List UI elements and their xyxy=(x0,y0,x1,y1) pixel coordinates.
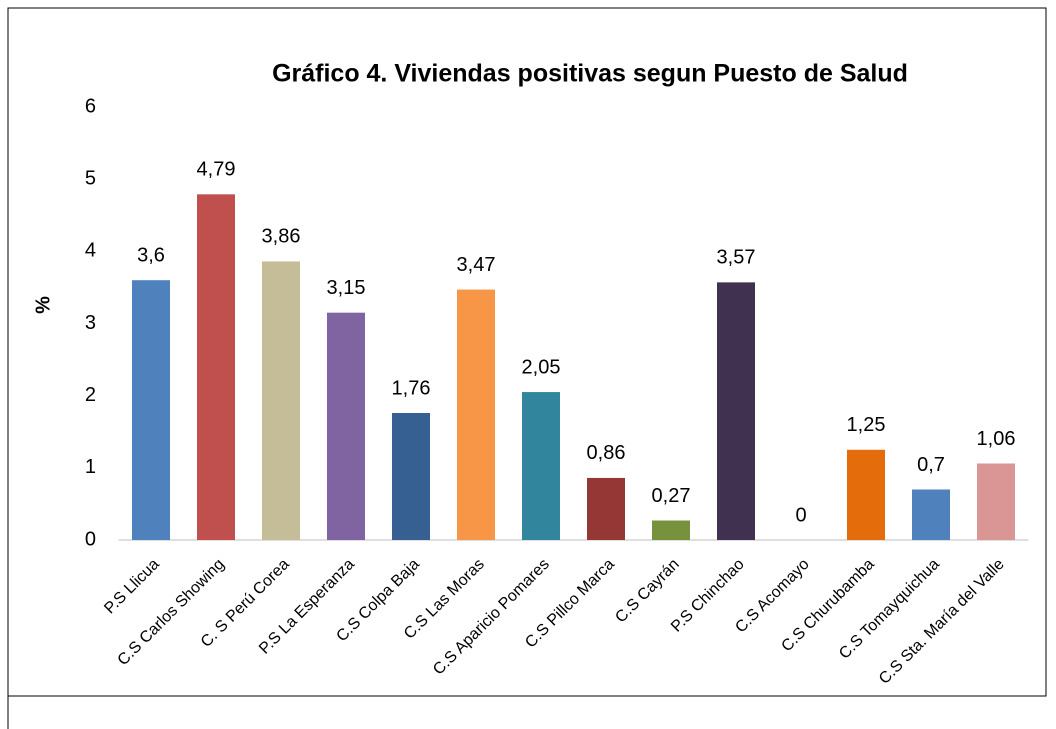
bar xyxy=(197,194,235,541)
y-tick-label: 5 xyxy=(85,167,96,189)
data-label: 1,25 xyxy=(847,414,886,436)
data-label: 0,86 xyxy=(587,442,626,464)
x-tick-label: C.S Aparicio Pomares xyxy=(430,556,553,679)
x-tick-label: C.S Carlos Showing xyxy=(115,556,228,669)
y-tick-label: 0 xyxy=(85,528,96,550)
bar xyxy=(912,489,950,540)
x-tick-label: C.S Sta. María del Valle xyxy=(876,556,1008,688)
data-label: 0,27 xyxy=(652,485,691,507)
bar xyxy=(327,312,365,540)
bar xyxy=(847,449,885,540)
y-tick-label: 2 xyxy=(85,384,96,406)
bar xyxy=(587,477,625,540)
data-label: 4,79 xyxy=(197,159,236,181)
bar xyxy=(717,282,755,540)
chart-frame xyxy=(7,7,1047,697)
x-tick-label: P.S Llicua xyxy=(101,556,163,618)
data-label: 0 xyxy=(795,504,806,526)
bar xyxy=(522,392,560,540)
data-label: 3,15 xyxy=(327,277,366,299)
bar xyxy=(457,289,495,540)
chart-title: Gráfico 4. Viviendas positivas segun Pue… xyxy=(272,60,908,88)
data-label: 1,76 xyxy=(392,377,431,399)
bar xyxy=(392,412,430,540)
y-axis-label: % xyxy=(32,296,54,314)
bar xyxy=(132,280,170,540)
data-label: 1,06 xyxy=(977,428,1016,450)
y-tick-label: 1 xyxy=(85,456,96,478)
bar xyxy=(652,520,690,540)
y-tick-label: 4 xyxy=(85,240,96,262)
data-label: 3,47 xyxy=(457,254,496,276)
data-label: 0,7 xyxy=(917,454,945,476)
data-label: 3,6 xyxy=(137,244,165,266)
data-label: 3,57 xyxy=(717,247,756,269)
data-label: 2,05 xyxy=(522,356,561,378)
y-tick-label: 6 xyxy=(85,95,96,117)
bar xyxy=(977,463,1015,540)
data-label: 3,86 xyxy=(262,226,301,248)
x-tick-label: C.S Cayrán xyxy=(612,556,683,627)
bar xyxy=(262,261,300,540)
y-tick-label: 3 xyxy=(85,312,96,334)
